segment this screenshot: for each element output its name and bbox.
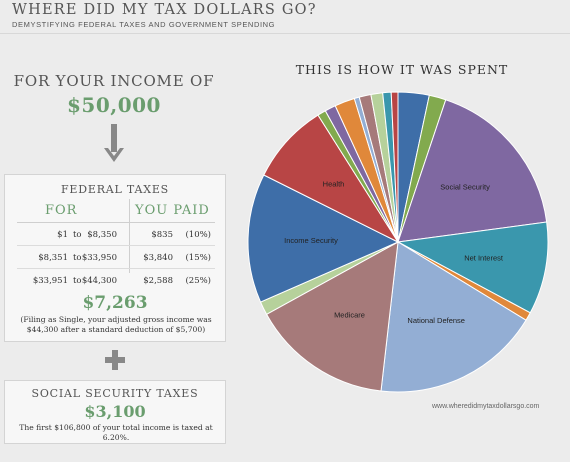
- pie-slice[interactable]: [247, 174, 400, 303]
- bracket-rate: (25%): [185, 276, 211, 286]
- pie-slice-label: Medicare: [334, 310, 365, 319]
- down-arrow-icon: [104, 124, 124, 162]
- pie-slice[interactable]: [380, 241, 527, 393]
- bracket-to: to: [73, 253, 82, 263]
- bracket-rate: (15%): [185, 253, 211, 263]
- pie-slice[interactable]: [390, 91, 399, 243]
- pie-slice-label: Social Security: [440, 183, 490, 192]
- bracket-to: to: [73, 230, 82, 240]
- row-divider: [17, 245, 215, 246]
- social-security-note: The first $106,800 of your total income …: [19, 423, 213, 442]
- social-security-title: SOCIAL SECURITY TAXES: [31, 387, 199, 400]
- site-url[interactable]: www.wheredidmytaxdollarsgo.com: [432, 403, 540, 410]
- bracket-from: $8,351: [38, 253, 68, 263]
- header-divider: [17, 222, 215, 223]
- social-security-total: $3,100: [84, 402, 146, 421]
- pie-slice[interactable]: [263, 114, 400, 244]
- row-divider: [17, 268, 215, 269]
- federal-tax-total: $7,263: [82, 293, 148, 313]
- site-title[interactable]: WHERE DID MY TAX DOLLARS GO?: [12, 2, 317, 18]
- bracket-from: $1: [57, 230, 68, 240]
- pie-slice-label: Health: [323, 180, 345, 189]
- bracket-upper: $44,300: [81, 276, 117, 286]
- bracket-from: $33,951: [32, 276, 68, 286]
- pie-slice[interactable]: [265, 241, 399, 392]
- pie-slice-label: Net Interest: [464, 254, 504, 263]
- site-header: WHERE DID MY TAX DOLLARS GO? DEMYSTIFYIN…: [0, 0, 570, 34]
- income-label: FOR YOUR INCOME OF: [13, 72, 215, 90]
- bracket-rate: (10%): [185, 230, 211, 240]
- chart-title: THIS IS HOW IT WAS SPENT: [295, 62, 509, 77]
- bracket-paid: $2,588: [143, 276, 173, 286]
- bracket-row: $1 to $8,350 $835 (10%): [17, 223, 215, 246]
- col-for-header: FOR: [45, 203, 78, 218]
- federal-taxes-title: FEDERAL TAXES: [60, 183, 169, 196]
- bracket-row: $8,351 to $33,950 $3,840 (15%): [17, 246, 215, 269]
- plus-icon: [105, 350, 125, 370]
- col-paid-header: YOU PAID: [135, 203, 210, 218]
- column-divider: [129, 199, 130, 273]
- bracket-paid: $3,840: [143, 253, 173, 263]
- social-security-panel: SOCIAL SECURITY TAXES $3,100 The first $…: [4, 380, 226, 444]
- pie-slice-label: Income Security: [284, 236, 338, 245]
- income-value: $50,000: [67, 93, 161, 117]
- bracket-to: to: [73, 276, 82, 286]
- federal-taxes-panel: FEDERAL TAXES FOR YOU PAID $1 to $8,350 …: [4, 174, 226, 342]
- bracket-paid: $835: [151, 230, 173, 240]
- pie-slice[interactable]: [396, 221, 549, 314]
- pie-slice[interactable]: [397, 99, 548, 243]
- bracket-upper: $8,350: [87, 230, 117, 240]
- spending-pie-chart: Social Security Net Interest National Defe…: [247, 91, 549, 393]
- bracket-row: $33,951 to $44,300 $2,588 (25%): [17, 269, 215, 292]
- site-subtitle: DEMYSTIFYING FEDERAL TAXES AND GOVERNMEN…: [12, 20, 276, 29]
- bracket-upper: $33,950: [81, 253, 117, 263]
- pie-slice-label: National Defense: [407, 316, 465, 325]
- federal-tax-note: (Filing as Single, your adjusted gross i…: [20, 315, 212, 334]
